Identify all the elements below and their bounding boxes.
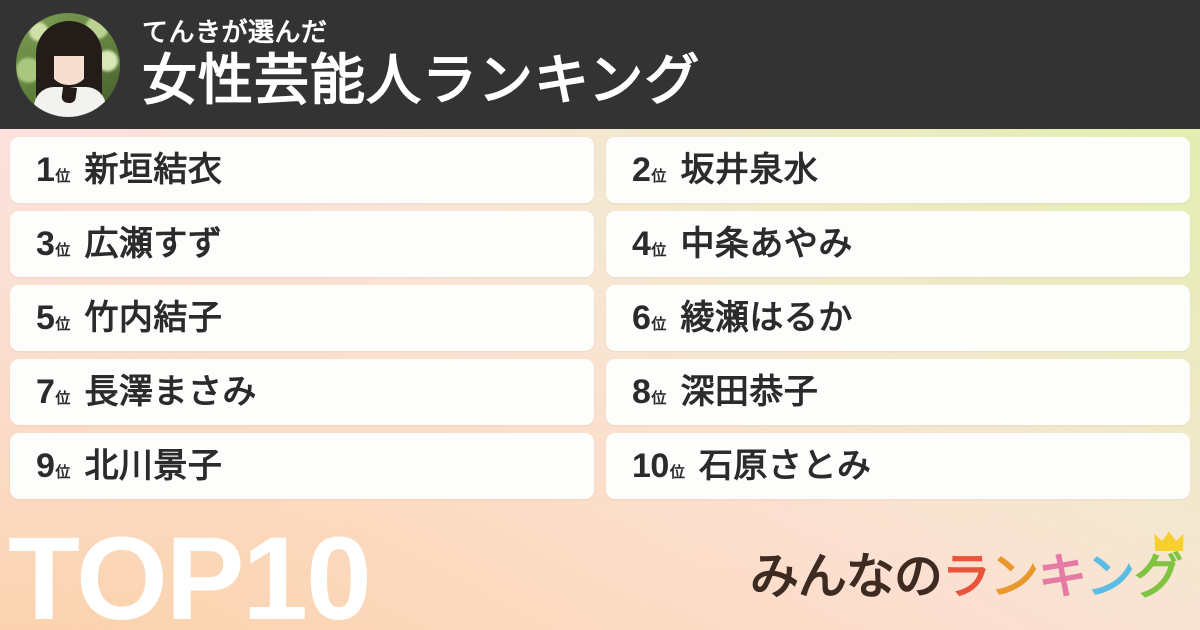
rank-suffix: 位 [55, 168, 71, 185]
brand-logo-part-n2: ン [1085, 550, 1135, 604]
avatar [16, 12, 120, 117]
list-item[interactable]: 9 位 北川景子 [10, 433, 594, 499]
rank-number: 3 [36, 225, 55, 263]
top10-label: TOP10 [8, 513, 372, 630]
list-item[interactable]: 4 位 中条あやみ [606, 211, 1190, 277]
list-item[interactable]: 2 位 坂井泉水 [606, 137, 1190, 203]
rank-entry-name: 綾瀬はるか [680, 299, 853, 337]
rank-suffix: 位 [55, 242, 71, 259]
brand-logo-part-ra: ラ [941, 550, 991, 604]
rank-number: 6 [632, 299, 651, 337]
list-item[interactable]: 7 位 長澤まさみ [10, 359, 594, 425]
rank-suffix: 位 [651, 168, 667, 185]
rank-badge: 3 位 [36, 227, 70, 261]
brand-logo-part-n1: ン [989, 550, 1039, 604]
rank-number: 1 [36, 151, 55, 189]
brand-logo-last-group: グ [1133, 531, 1184, 604]
rank-entry-name: 深田恭子 [680, 373, 819, 411]
crown-icon [1154, 531, 1184, 551]
rank-suffix: 位 [651, 242, 667, 259]
rank-badge: 2 位 [632, 153, 666, 187]
brand-logo-part-minna: みんなの [749, 550, 943, 604]
rank-entry-name: 長澤まさみ [84, 373, 257, 411]
rank-number: 2 [632, 151, 651, 189]
list-item[interactable]: 3 位 広瀬すず [10, 211, 594, 277]
rank-badge: 4 位 [632, 227, 666, 261]
list-item[interactable]: 5 位 竹内結子 [10, 285, 594, 351]
rank-number: 5 [36, 299, 55, 337]
rank-suffix: 位 [669, 464, 685, 481]
rank-badge: 5 位 [36, 301, 70, 335]
rank-badge: 9 位 [36, 449, 70, 483]
rank-suffix: 位 [651, 316, 667, 333]
list-item[interactable]: 10 位 石原さとみ [606, 433, 1190, 499]
brand-logo-part-ki: キ [1037, 550, 1087, 604]
brand-logo[interactable]: みんなの ラ ン キ ン グ [749, 531, 1184, 604]
rank-entry-name: 新垣結衣 [84, 151, 223, 189]
ranking-list: 1 位 新垣結衣 2 位 坂井泉水 3 位 広瀬すず 4 位 中条あやみ [10, 137, 1190, 499]
rank-badge: 10 位 [632, 449, 685, 483]
rank-entry-name: 坂井泉水 [680, 151, 819, 189]
avatar-shirt [34, 86, 106, 117]
rank-badge: 7 位 [36, 375, 70, 409]
rank-badge: 6 位 [632, 301, 666, 335]
page-title: 女性芸能人ランキング [142, 48, 701, 111]
rank-entry-name: 北川景子 [84, 447, 223, 485]
rank-entry-name: 広瀬すず [84, 225, 223, 263]
brand-logo-part-gu: グ [1133, 550, 1183, 604]
rank-suffix: 位 [55, 464, 71, 481]
rank-number: 7 [36, 373, 55, 411]
rank-badge: 1 位 [36, 153, 70, 187]
rank-number: 9 [36, 447, 55, 485]
rank-number: 4 [632, 225, 651, 263]
rank-number: 8 [632, 373, 651, 411]
rank-entry-name: 中条あやみ [680, 225, 853, 263]
poster-subtitle: てんきが選んだ [142, 16, 328, 47]
rank-suffix: 位 [651, 390, 667, 407]
header-text-block: てんきが選んだ 女性芸能人ランキング [142, 16, 701, 111]
rank-number: 10 [632, 447, 669, 485]
poster-header: てんきが選んだ 女性芸能人ランキング [0, 0, 1200, 129]
rank-entry-name: 石原さとみ [698, 447, 872, 485]
list-item[interactable]: 1 位 新垣結衣 [10, 137, 594, 203]
rank-suffix: 位 [55, 390, 71, 407]
list-item[interactable]: 6 位 綾瀬はるか [606, 285, 1190, 351]
rank-entry-name: 竹内結子 [84, 299, 223, 337]
rank-badge: 8 位 [632, 375, 666, 409]
rank-suffix: 位 [55, 316, 71, 333]
list-item[interactable]: 8 位 深田恭子 [606, 359, 1190, 425]
